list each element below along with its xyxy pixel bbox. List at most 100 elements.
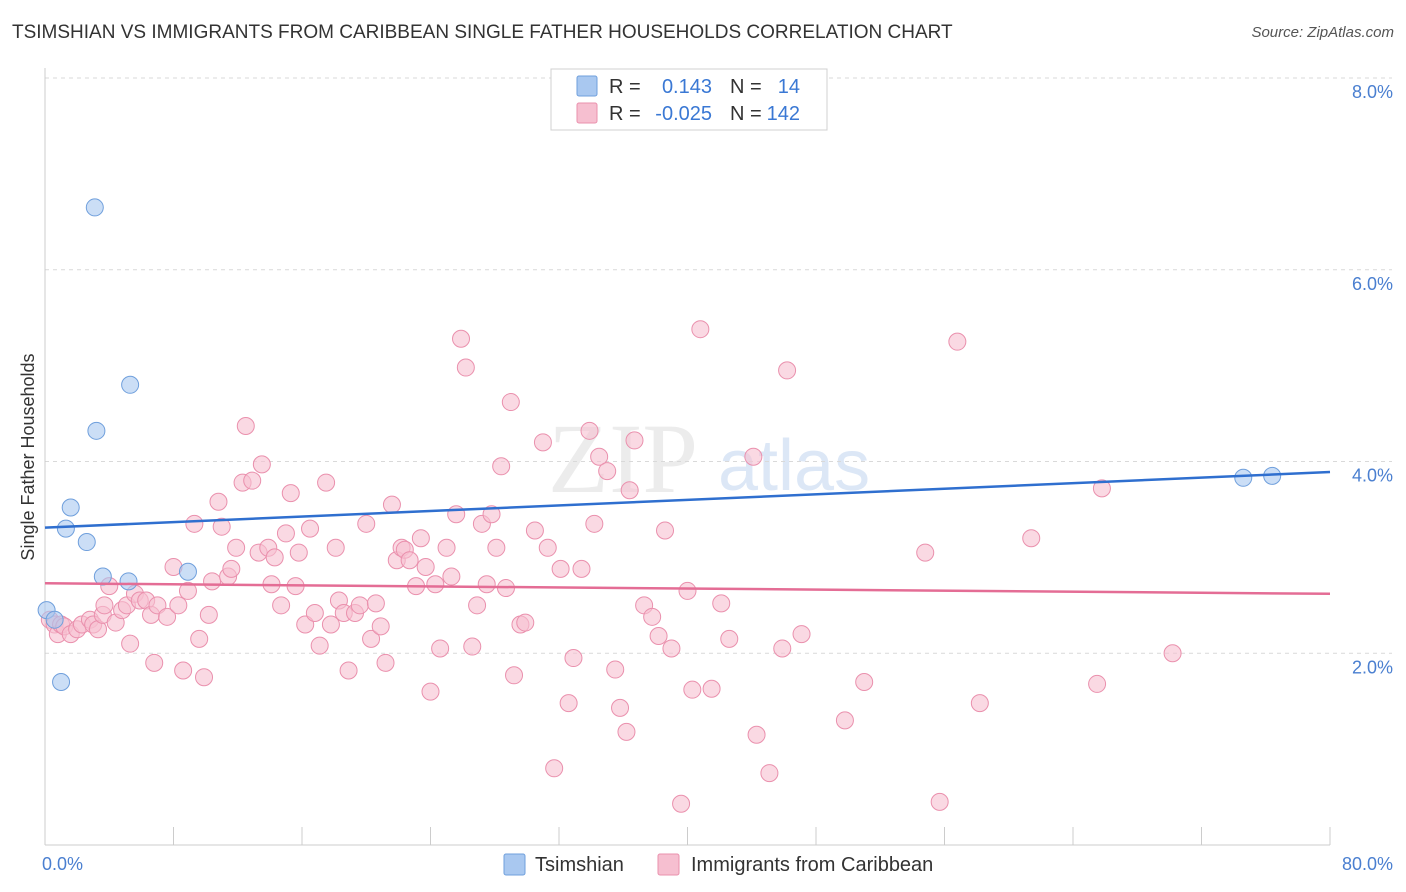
caribbean-point-98 xyxy=(533,433,552,452)
tsimshian-point-1 xyxy=(45,610,64,629)
bottom-legend-swatch-caribbean xyxy=(657,853,680,876)
y-tick-label-3: 8.0% xyxy=(1352,82,1393,102)
caribbean-point-106 xyxy=(585,514,604,533)
caribbean-point-43 xyxy=(252,455,271,474)
legend-r-label-1: R = xyxy=(609,76,641,98)
caribbean-point-54 xyxy=(305,603,324,622)
tsimshian-point-12 xyxy=(1234,468,1253,487)
legend: R = 0.143 N = 14 R = -0.025 N = 142 xyxy=(550,68,828,131)
series-caribbean-points xyxy=(40,320,1182,813)
caribbean-point-126 xyxy=(744,447,763,466)
caribbean-point-56 xyxy=(317,473,336,492)
y-tick-label-1: 4.0% xyxy=(1352,466,1393,486)
tsimshian-point-2 xyxy=(52,673,71,692)
caribbean-point-48 xyxy=(276,524,295,543)
caribbean-point-63 xyxy=(350,596,369,615)
caribbean-point-94 xyxy=(505,666,524,685)
caribbean-point-23 xyxy=(148,596,167,615)
caribbean-point-104 xyxy=(572,559,591,578)
caribbean-point-116 xyxy=(649,626,668,645)
trend-lines xyxy=(44,470,1331,596)
caribbean-point-88 xyxy=(477,575,496,594)
tsimshian-point-4 xyxy=(61,498,80,517)
caribbean-point-34 xyxy=(209,492,228,511)
caribbean-point-22 xyxy=(145,653,164,672)
legend-n-label-2: N = xyxy=(730,103,762,125)
caribbean-point-73 xyxy=(400,551,419,570)
caribbean-point-30 xyxy=(190,629,209,648)
caribbean-point-47 xyxy=(272,596,291,615)
caribbean-point-112 xyxy=(620,481,639,500)
tsimshian-point-8 xyxy=(93,567,112,586)
caribbean-point-49 xyxy=(281,484,300,503)
caribbean-point-75 xyxy=(411,529,430,548)
grid xyxy=(45,77,1392,654)
caribbean-point-55 xyxy=(310,636,329,655)
caribbean-point-83 xyxy=(452,329,471,348)
caribbean-point-99 xyxy=(538,538,557,557)
series-tsimshian-points xyxy=(37,198,1282,692)
caribbean-point-110 xyxy=(611,698,630,717)
caribbean-point-140 xyxy=(1092,479,1111,498)
caribbean-point-139 xyxy=(1088,674,1107,693)
caribbean-point-101 xyxy=(551,559,570,578)
caribbean-point-29 xyxy=(185,514,204,533)
trend-line-caribbean xyxy=(44,582,1331,596)
caribbean-point-123 xyxy=(702,679,721,698)
caribbean-point-141 xyxy=(1163,644,1182,663)
caribbean-point-131 xyxy=(792,625,811,644)
caribbean-point-82 xyxy=(447,505,466,524)
caribbean-point-51 xyxy=(289,543,308,562)
caribbean-point-111 xyxy=(617,722,636,741)
caribbean-point-35 xyxy=(212,517,231,536)
caribbean-point-77 xyxy=(421,682,440,701)
caribbean-point-117 xyxy=(656,521,675,540)
x-tick-labels: 0.0% 80.0% xyxy=(42,854,1393,874)
caribbean-point-32 xyxy=(199,605,218,624)
caribbean-point-67 xyxy=(371,617,390,636)
caribbean-point-100 xyxy=(545,759,564,778)
caribbean-point-81 xyxy=(442,567,461,586)
legend-n-label-1: N = xyxy=(730,76,762,98)
tsimshian-point-9 xyxy=(119,572,138,591)
caribbean-point-41 xyxy=(243,471,262,490)
caribbean-point-109 xyxy=(606,660,625,679)
caribbean-point-17 xyxy=(121,634,140,653)
caribbean-point-138 xyxy=(1022,529,1041,548)
caribbean-point-37 xyxy=(222,559,241,578)
caribbean-point-27 xyxy=(174,661,193,680)
caribbean-point-127 xyxy=(747,725,766,744)
caribbean-point-58 xyxy=(326,538,345,557)
y-tick-label-0: 2.0% xyxy=(1352,657,1393,677)
caribbean-point-107 xyxy=(590,447,609,466)
y-tick-label-2: 6.0% xyxy=(1352,274,1393,294)
chart-title: TSIMSHIAN VS IMMIGRANTS FROM CARIBBEAN S… xyxy=(12,22,953,43)
caribbean-point-78 xyxy=(426,575,445,594)
caribbean-point-132 xyxy=(835,711,854,730)
caribbean-point-66 xyxy=(366,594,385,613)
tsimshian-point-7 xyxy=(87,421,106,440)
caribbean-point-40 xyxy=(236,417,255,436)
caribbean-point-38 xyxy=(227,538,246,557)
caribbean-point-57 xyxy=(321,615,340,634)
legend-r-value-1: 0.143 xyxy=(662,76,712,98)
y-axis-label: Single Father Households xyxy=(18,353,38,560)
caribbean-point-119 xyxy=(672,794,691,813)
y-tick-labels: 2.0% 4.0% 6.0% 8.0% xyxy=(1352,82,1393,677)
caribbean-point-108 xyxy=(598,462,617,481)
caribbean-point-130 xyxy=(778,361,797,380)
legend-swatch-tsimshian xyxy=(576,75,598,97)
trend-line-tsimshian xyxy=(44,470,1331,529)
caribbean-point-121 xyxy=(683,680,702,699)
legend-r-label-2: R = xyxy=(609,103,641,125)
caribbean-point-84 xyxy=(456,358,475,377)
caribbean-point-124 xyxy=(712,594,731,613)
legend-r-value-2: -0.025 xyxy=(655,103,712,125)
caribbean-point-61 xyxy=(339,661,358,680)
bottom-legend-label-tsimshian: Tsimshian xyxy=(535,854,624,876)
caribbean-point-89 xyxy=(482,505,501,524)
watermark-zip: ZIP xyxy=(548,403,698,514)
caribbean-point-115 xyxy=(643,607,662,626)
caribbean-point-26 xyxy=(169,596,188,615)
